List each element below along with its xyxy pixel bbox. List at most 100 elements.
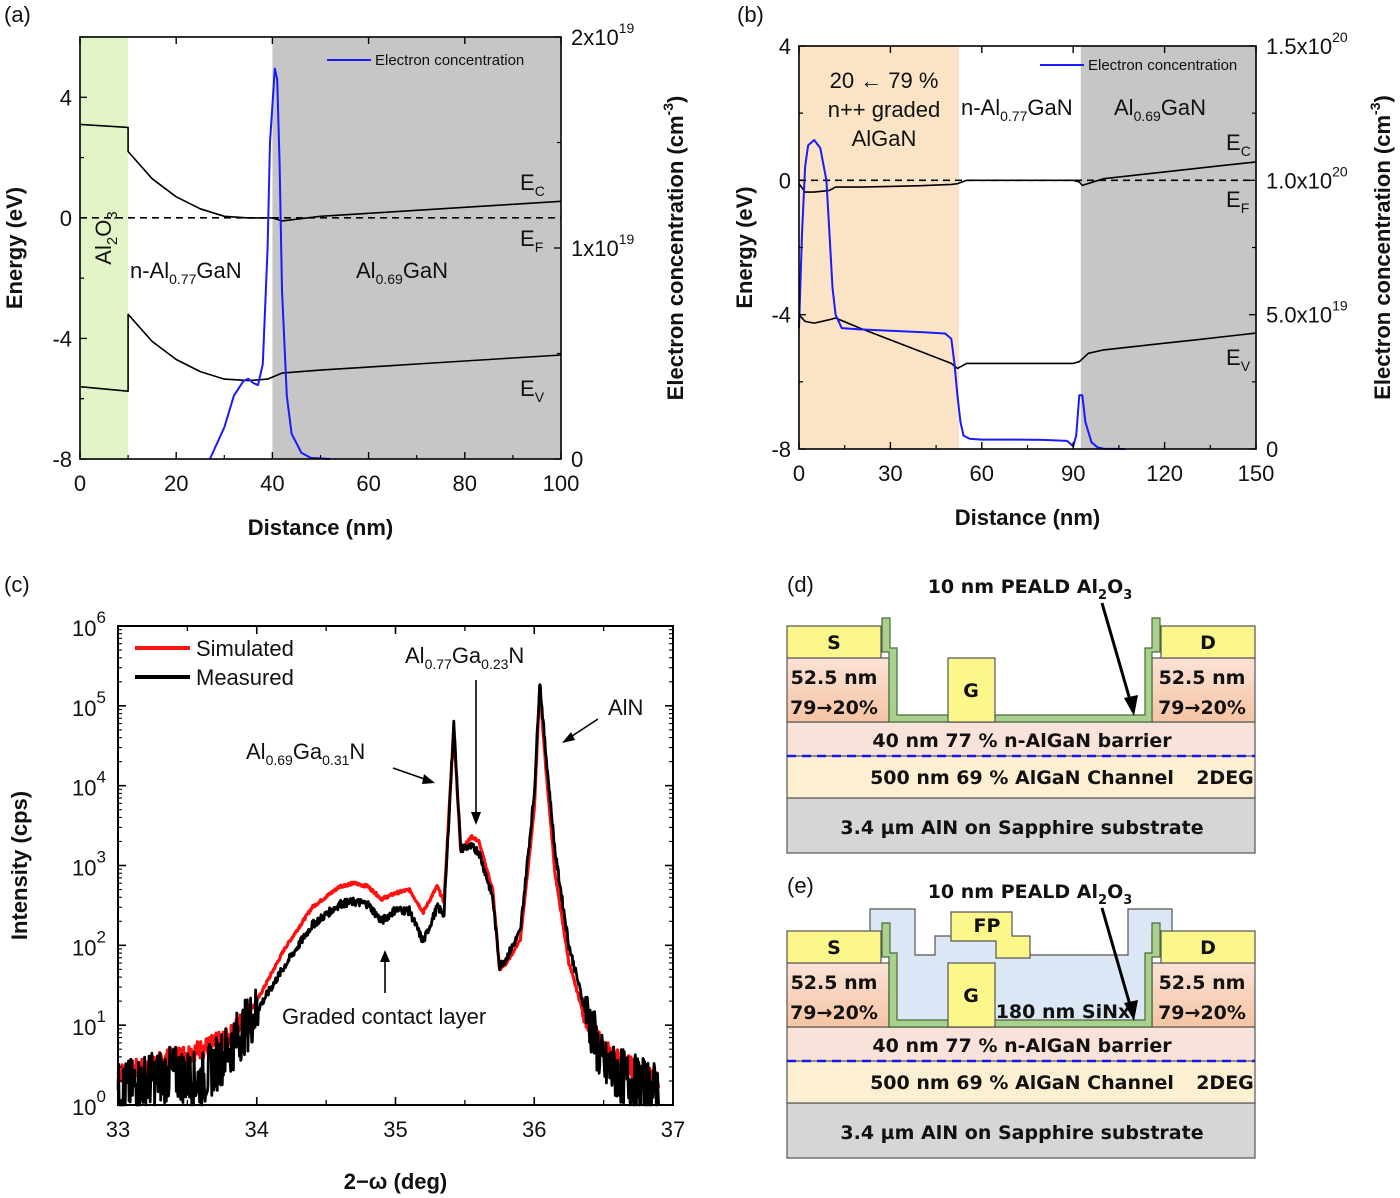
band-label-f: EF <box>520 226 543 255</box>
layer-substrate <box>786 1102 1256 1159</box>
x-tick-label: 35 <box>383 1117 407 1142</box>
y-tick-label: -8 <box>771 437 791 462</box>
gate-label: G <box>963 985 979 1007</box>
drain-label: D <box>1200 632 1216 654</box>
region-label-graded-1: n++ graded <box>828 97 941 122</box>
source-label: S <box>827 632 841 654</box>
y-tick-label: 106 <box>72 608 106 641</box>
region-2 <box>272 37 561 459</box>
layer-graded-drain <box>1151 962 1256 1028</box>
graded-source-thickness: 52.5 nm <box>791 972 878 994</box>
gate-contact <box>947 962 996 1028</box>
barrier-label: 40 nm 77 % n-AlGaN barrier <box>872 730 1172 752</box>
band-label-v: EV <box>1226 345 1251 374</box>
y2-tick-label: 1x1019 <box>571 231 635 261</box>
arrow-aln-head <box>562 732 575 743</box>
y-tick-label: 105 <box>72 688 106 721</box>
source-label: S <box>827 937 841 959</box>
x-axis-label: 2−ω (deg) <box>344 1169 448 1194</box>
x-tick-label: 150 <box>1238 461 1275 486</box>
y2-tick-label: 1.0x1020 <box>1266 163 1348 193</box>
x-axis-label: Distance (nm) <box>955 505 1100 530</box>
x-tick-label: 90 <box>1061 461 1085 486</box>
callout-arrow-head <box>1124 1000 1138 1021</box>
y-tick-label: 4 <box>60 85 72 110</box>
drain-label: D <box>1200 937 1216 959</box>
layer-al2o3-liner <box>881 617 1161 723</box>
graded-drain-thickness: 52.5 nm <box>1159 667 1246 689</box>
callout-arrow-shaft <box>1100 907 1132 1006</box>
x-axis-label: Distance (nm) <box>248 515 393 540</box>
gate-label: G <box>963 680 979 702</box>
y2-tick-label: 1.5x1020 <box>1266 29 1348 59</box>
y-tick-label: 102 <box>72 927 106 960</box>
callout-arrow-shaft <box>1100 602 1132 701</box>
layer-barrier <box>786 1026 1256 1062</box>
channel-label: 500 nm 69 % AlGaN Channel <box>870 1072 1174 1094</box>
region-label-n-algan: n-Al0.77GaN <box>130 258 242 287</box>
x-tick-label: 37 <box>661 1117 685 1142</box>
y-tick-label: -8 <box>52 447 72 472</box>
x-tick-label: 0 <box>74 471 86 496</box>
callout-arrow-head <box>1124 695 1138 716</box>
device-cross-section-e: S D G FP 180 nm SiNx 52.5 nm 79→20% 52.5 nm 79→2… <box>786 881 1256 1159</box>
y2-axis-label: Electron concentration (cm-3) <box>1367 95 1395 400</box>
y-axis-label: Energy (eV) <box>732 186 757 308</box>
graded-source-thickness: 52.5 nm <box>791 667 878 689</box>
legend-label-simulated: Simulated <box>196 636 294 661</box>
x-tick-label: 36 <box>522 1117 546 1142</box>
simulated-line <box>116 683 661 1092</box>
arrow-al077-head <box>471 812 481 825</box>
layer-graded-source <box>786 657 890 723</box>
electron-concentration-line <box>208 67 331 460</box>
valence-band-line <box>79 313 562 392</box>
chart-c-xrd: 33 34 35 36 37 100 101 102 103 104 105 106 2−ω (deg)… <box>7 608 685 1194</box>
graded-drain-composition: 79→20% <box>1158 1002 1246 1024</box>
y2-tick-label: 2x1019 <box>571 20 635 50</box>
chart-a-band-diagram: 0 20 40 60 80 100 -8 -4 0 4 2x1019 1x1019 0 Distance … <box>2 20 688 540</box>
y2-axis-label: Electron concentration (cm-3) <box>660 96 688 401</box>
field-plate <box>950 911 1031 959</box>
twodeg-label: 2DEG <box>1196 1072 1254 1094</box>
annotation-aln: AlN <box>608 695 643 720</box>
graded-source-composition: 79→20% <box>790 1002 878 1024</box>
panel-label-e: (e) <box>787 873 814 898</box>
source-contact <box>786 625 882 659</box>
drain-contact <box>1160 930 1256 964</box>
region-label-al2o3: Al2O3 <box>91 211 121 264</box>
chart-b-band-diagram: 0 30 60 90 120 150 -8 -4 0 4 1.5x1020 1.0x1020 5.0x1… <box>732 29 1395 530</box>
region-label-al069gan: Al0.69GaN <box>356 258 448 287</box>
band-label-v: EV <box>520 376 545 405</box>
device-cross-section-d: S D G 52.5 nm 79→20% 52.5 nm 79→20% 40 nm 77 % … <box>786 576 1256 854</box>
y-axis-label: Energy (eV) <box>2 187 27 309</box>
y-tick-label: 100 <box>72 1087 106 1120</box>
al2o3-callout-label: 10 nm PEALD Al2O3 <box>928 881 1133 908</box>
y-tick-label: 0 <box>60 206 72 231</box>
arrow-graded-head <box>380 950 390 962</box>
band-label-c: EC <box>1226 130 1251 159</box>
electron-concentration-line <box>798 139 1126 450</box>
y2-tick-label: 5.0x1019 <box>1266 298 1348 328</box>
region-label-n-algan: n-Al0.77GaN <box>961 95 1073 124</box>
x-tick-label: 34 <box>245 1117 269 1142</box>
x-tick-label: 33 <box>106 1117 130 1142</box>
panel-label-a: (a) <box>4 2 31 27</box>
panel-label-c: (c) <box>4 572 30 597</box>
x-tick-label: 100 <box>543 471 580 496</box>
legend-label-electron: Electron concentration <box>375 52 524 69</box>
y-tick-label: 101 <box>72 1007 106 1040</box>
drain-contact <box>1160 625 1256 659</box>
legend-label-measured: Measured <box>196 665 294 690</box>
x-tick-label: 80 <box>453 471 477 496</box>
layer-al2o3-liner <box>881 922 1161 1028</box>
band-label-f: EF <box>1226 187 1249 216</box>
x-tick-label: 60 <box>970 461 994 486</box>
layer-channel <box>786 755 1256 799</box>
y-tick-label: 104 <box>72 768 106 801</box>
source-contact <box>786 930 882 964</box>
graded-drain-composition: 79→20% <box>1158 697 1246 719</box>
substrate-label: 3.4 µm AlN on Sapphire substrate <box>840 1122 1203 1144</box>
region-2 <box>1080 46 1256 449</box>
measured-line <box>116 683 660 1107</box>
